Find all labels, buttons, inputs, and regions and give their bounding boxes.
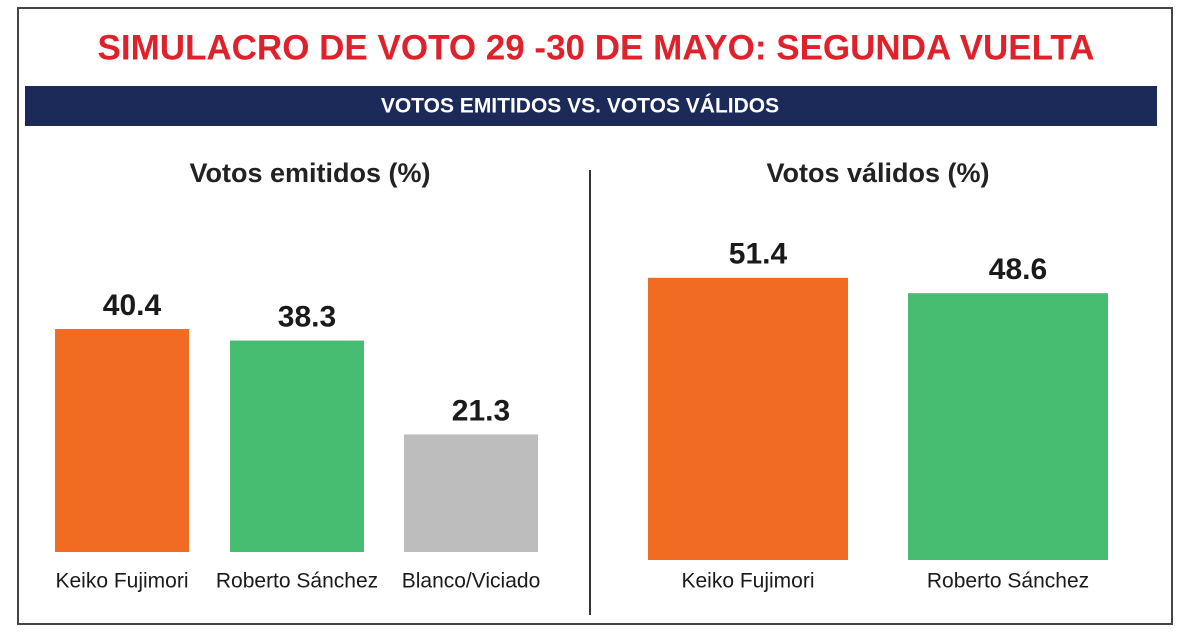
category-label: Roberto Sánchez	[927, 570, 1089, 593]
chart-title: Votos válidos (%)	[766, 158, 989, 188]
category-label: Blanco/Viciado	[402, 570, 541, 593]
page-subtitle: VOTOS EMITIDOS VS. VOTOS VÁLIDOS	[381, 95, 779, 118]
value-label: 21.3	[452, 394, 510, 427]
bar	[55, 328, 189, 552]
bar	[404, 434, 538, 552]
category-label: Keiko Fujimori	[681, 570, 814, 593]
value-label: 51.4	[729, 238, 788, 271]
value-label: 48.6	[989, 253, 1047, 286]
subtitle-band	[25, 86, 1157, 126]
page-title: SIMULACRO DE VOTO 29 -30 DE MAYO: SEGUND…	[98, 28, 1095, 67]
value-label: 40.4	[103, 289, 162, 322]
bar	[908, 293, 1108, 560]
category-label: Roberto Sánchez	[216, 570, 378, 593]
bar	[230, 340, 364, 552]
chart-title: Votos emitidos (%)	[189, 158, 430, 188]
bar	[648, 277, 848, 560]
category-label: Keiko Fujimori	[55, 570, 188, 593]
value-label: 38.3	[278, 301, 336, 334]
